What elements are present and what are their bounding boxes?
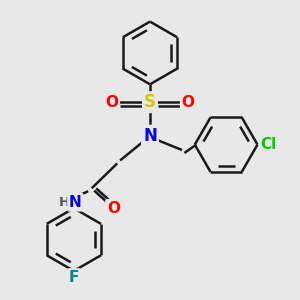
Text: N: N: [143, 127, 157, 145]
Text: Cl: Cl: [261, 137, 277, 152]
Text: N: N: [69, 195, 82, 210]
Text: H: H: [58, 196, 70, 209]
Text: O: O: [182, 95, 195, 110]
Text: O: O: [105, 95, 118, 110]
Text: O: O: [107, 201, 120, 216]
Text: F: F: [69, 270, 79, 285]
Text: S: S: [144, 93, 156, 111]
